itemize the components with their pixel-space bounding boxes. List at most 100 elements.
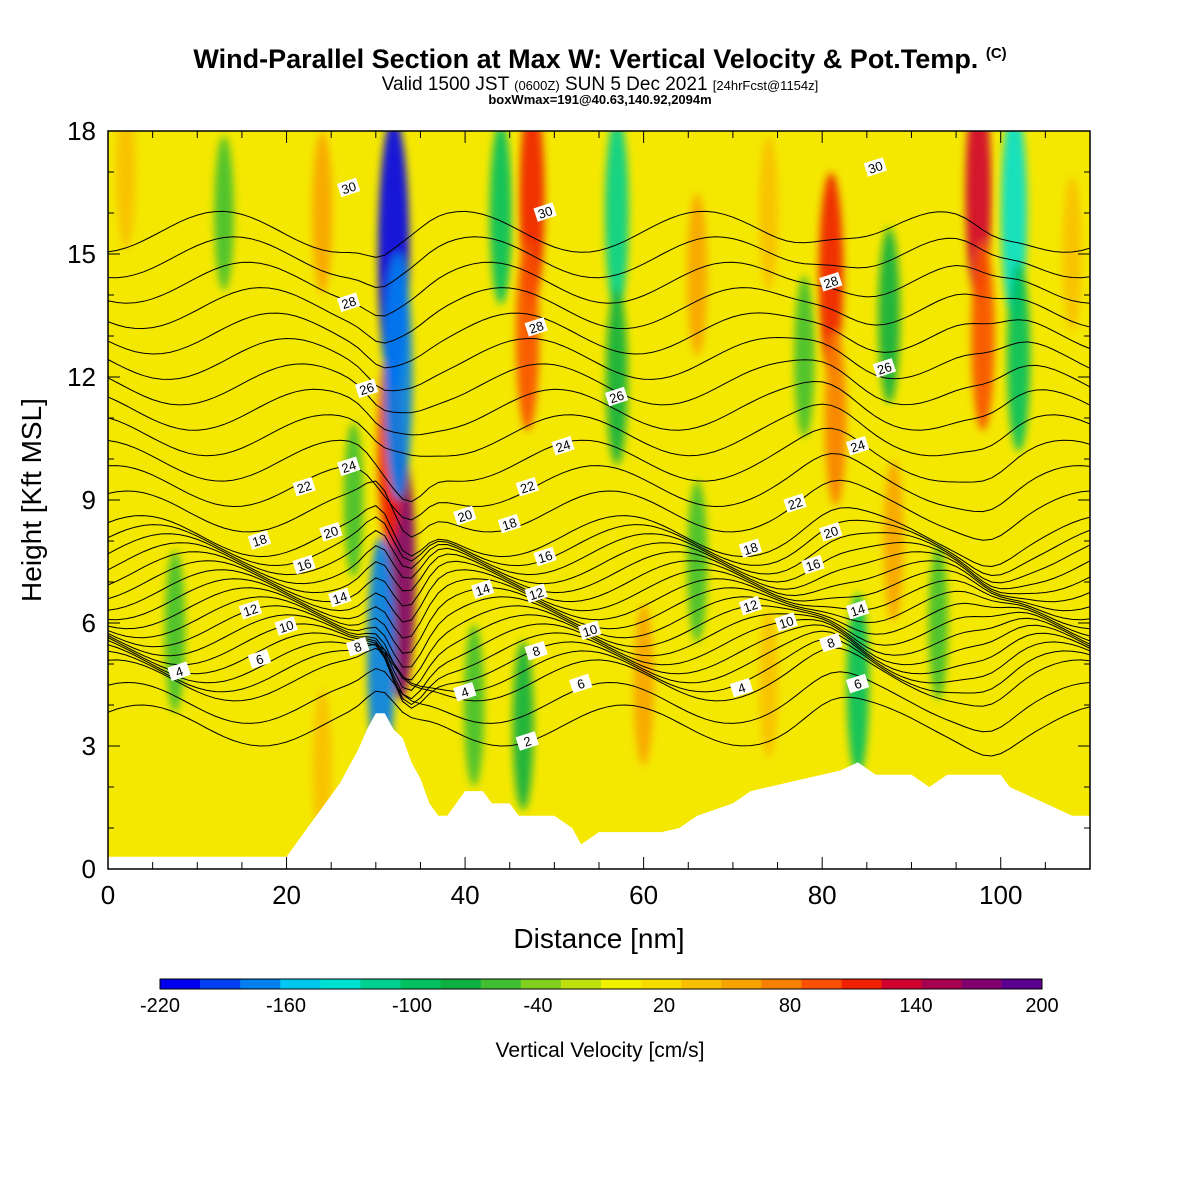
contour-label-text: 6	[254, 651, 266, 668]
contour-label: 4	[729, 677, 754, 698]
contour-label: 4	[453, 682, 477, 702]
isentrope-line	[108, 505, 1090, 568]
contour-label-text: 20	[322, 523, 340, 542]
colorbar-swatch	[761, 979, 802, 989]
contour-label-box	[524, 317, 548, 337]
contour-label-box	[729, 677, 754, 698]
vertical-velocity-cell	[489, 131, 512, 305]
contour-label-text: 22	[518, 478, 536, 497]
contour-label: 16	[533, 546, 557, 566]
vertical-velocity-cell	[116, 131, 136, 250]
contour-label-text: 6	[575, 676, 587, 693]
x-tick-label: 0	[101, 880, 115, 910]
vertical-velocity-cell	[383, 254, 413, 500]
y-tick-label: 12	[67, 362, 96, 392]
colorbar-tick-label: 20	[653, 995, 675, 1017]
colorbar-swatch	[921, 979, 963, 989]
contour-label: 6	[569, 673, 593, 694]
y-axis: 0 3 6 9 12 15 18	[67, 116, 1090, 884]
isentrope-line	[108, 336, 1090, 392]
contour-label-text: 8	[352, 639, 364, 656]
contour-label-text: 4	[459, 684, 471, 701]
valid-time-local: Valid 1500 JST	[381, 74, 509, 95]
contour-label-box	[453, 682, 477, 702]
isentrope-line	[108, 647, 1090, 707]
colorbar-swatch	[280, 979, 321, 989]
contour-label: 24	[337, 456, 361, 476]
contour-label: 24	[845, 436, 870, 456]
vertical-velocity-cell	[883, 460, 904, 622]
isentrope-line	[108, 667, 1090, 733]
contour-label: 20	[819, 522, 843, 542]
contour-label: 12	[524, 583, 548, 604]
isentrope-line	[108, 578, 1090, 639]
contour-label: 14	[328, 587, 352, 608]
colorbar-swatch	[560, 979, 602, 989]
contour-label: 18	[738, 538, 763, 558]
contour-label-text: 18	[741, 539, 759, 558]
isentrope-line	[108, 403, 1090, 457]
contour-label: 30	[863, 157, 888, 177]
x-tick-label: 20	[272, 880, 301, 910]
contour-label-text: 20	[456, 507, 474, 526]
contour-label: 22	[292, 477, 316, 497]
vertical-velocity-cell	[164, 550, 186, 713]
colorbar-tick-label: -220	[140, 995, 180, 1017]
y-axis-label: Height [Kft MSL]	[16, 398, 47, 602]
contour-label: 28	[337, 292, 361, 312]
contour-label-box	[524, 583, 548, 604]
x-axis: 0 20 40 60 80 100	[101, 131, 1091, 910]
colorbar-swatch	[841, 979, 883, 989]
contour-label: 18	[247, 530, 272, 550]
box-wmax-info: boxWmax=191@40.63,140.92,2094m	[488, 92, 712, 107]
colorbar-swatch	[360, 979, 402, 989]
colorbar-tick-label: 140	[899, 995, 932, 1017]
contour-label-text: 18	[500, 515, 518, 534]
contour-label: 10	[774, 612, 798, 632]
contour-label: 12	[238, 600, 263, 620]
colorbar-swatch	[641, 979, 682, 989]
contour-label: 2	[515, 731, 539, 751]
colorbar-tick-label: 200	[1025, 995, 1058, 1017]
contour-label: 8	[346, 636, 370, 657]
contour-label-text: 16	[295, 556, 313, 575]
contour-label-box	[292, 554, 316, 575]
colorbar: -220 -160 -100 -40 20 80 140 200	[140, 978, 1059, 1017]
potential-temperature-contours	[108, 210, 1090, 757]
contour-label-box	[801, 554, 825, 575]
contour-label: 28	[819, 272, 843, 292]
colorbar-swatch	[320, 979, 361, 989]
x-axis-label: Distance [nm]	[513, 923, 684, 954]
contour-label-box	[328, 587, 352, 608]
x-tick-label: 40	[451, 880, 480, 910]
colorbar-title: Vertical Velocity [cm/s]	[496, 1039, 705, 1062]
isentrope-line	[108, 541, 1090, 590]
contour-label-box	[247, 530, 272, 550]
isentrope-line	[108, 624, 1090, 706]
contour-label: 10	[578, 620, 602, 640]
isentrope-line	[108, 427, 1090, 503]
colorbar-swatch	[400, 979, 442, 989]
contour-label-box	[337, 292, 361, 312]
contour-label-box	[551, 436, 575, 456]
contour-label-text: 8	[531, 643, 543, 660]
vertical-velocity-cell	[1062, 176, 1082, 332]
contour-label-text: 28	[340, 293, 358, 312]
contour-label-text: 10	[581, 621, 599, 640]
contour-label: 14	[845, 600, 870, 620]
contour-label: 26	[354, 378, 379, 398]
contour-label-text: 6	[852, 676, 864, 693]
contour-label: 18	[497, 513, 522, 534]
contour-label-text: 14	[849, 601, 867, 620]
contour-label-box	[524, 641, 548, 661]
y-tick-label: 18	[67, 116, 96, 146]
contour-label: 8	[524, 641, 548, 661]
colorbar-swatch	[480, 979, 522, 989]
contour-label-text: 24	[340, 457, 358, 476]
contour-label-box	[346, 636, 370, 657]
colorbar-swatch	[240, 979, 281, 989]
contour-label-box	[292, 477, 316, 497]
contour-label-text: 24	[849, 437, 867, 456]
contour-label-box	[337, 456, 361, 476]
